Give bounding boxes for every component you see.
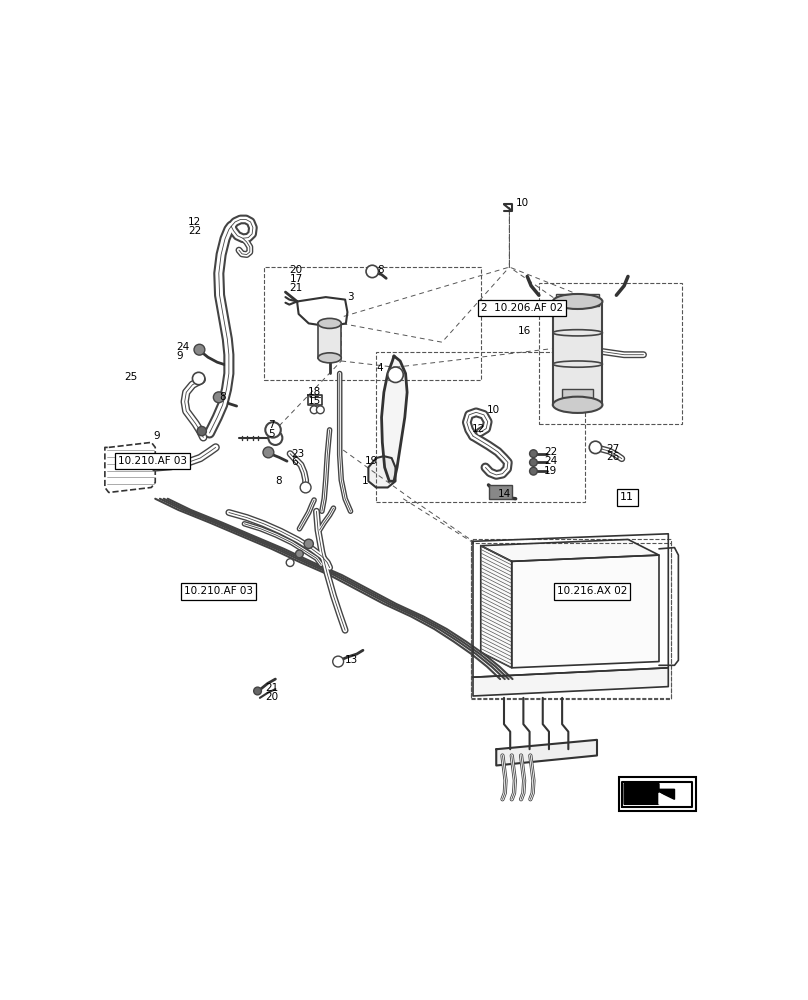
Text: 12: 12 <box>187 217 201 227</box>
Text: 6: 6 <box>291 457 297 467</box>
Text: 8: 8 <box>276 476 282 486</box>
Bar <box>539 283 682 424</box>
Ellipse shape <box>318 353 341 363</box>
Circle shape <box>296 550 303 558</box>
Bar <box>377 352 585 502</box>
Text: 7: 7 <box>268 420 275 430</box>
Circle shape <box>197 426 206 436</box>
Bar <box>263 267 481 380</box>
Polygon shape <box>624 784 675 804</box>
Text: 18: 18 <box>308 387 321 397</box>
Text: 24: 24 <box>176 342 189 352</box>
Text: 22: 22 <box>545 447 558 457</box>
Circle shape <box>194 344 205 355</box>
Circle shape <box>268 431 282 445</box>
Text: 21: 21 <box>265 683 279 693</box>
Polygon shape <box>496 740 597 765</box>
Text: 20: 20 <box>289 265 302 275</box>
Text: 8: 8 <box>377 265 385 275</box>
Circle shape <box>263 447 274 458</box>
Circle shape <box>529 467 537 475</box>
Text: 3: 3 <box>347 292 354 302</box>
Circle shape <box>589 441 602 454</box>
Circle shape <box>265 422 281 438</box>
Text: 10.210.AF 03: 10.210.AF 03 <box>184 586 253 596</box>
Bar <box>471 539 671 698</box>
Circle shape <box>254 687 262 695</box>
Ellipse shape <box>553 397 603 413</box>
Bar <box>489 485 511 499</box>
Circle shape <box>213 392 225 403</box>
Text: 10: 10 <box>516 198 528 208</box>
Text: 10.216.AX 02: 10.216.AX 02 <box>557 586 627 596</box>
Ellipse shape <box>553 294 603 309</box>
Text: 22: 22 <box>187 226 201 236</box>
Circle shape <box>310 406 318 414</box>
Text: 9: 9 <box>176 351 183 361</box>
Circle shape <box>333 656 343 667</box>
Polygon shape <box>481 539 659 561</box>
Text: 23: 23 <box>291 449 304 459</box>
Text: 11: 11 <box>621 492 634 502</box>
Text: 2  10.206.AF 02: 2 10.206.AF 02 <box>481 303 563 313</box>
Bar <box>553 301 603 405</box>
Text: 13: 13 <box>344 655 358 665</box>
Polygon shape <box>659 793 668 804</box>
Text: 1: 1 <box>362 476 368 486</box>
Circle shape <box>529 450 537 458</box>
Text: 9: 9 <box>154 431 160 441</box>
Text: 20: 20 <box>265 692 279 702</box>
Polygon shape <box>368 456 395 487</box>
Bar <box>556 294 600 306</box>
Text: 10: 10 <box>487 405 500 415</box>
Text: 25: 25 <box>124 372 137 382</box>
Circle shape <box>192 372 205 385</box>
Text: 21: 21 <box>289 283 302 293</box>
Text: 16: 16 <box>518 326 531 336</box>
Text: 12: 12 <box>471 424 485 434</box>
Bar <box>619 777 696 811</box>
Bar <box>471 543 671 699</box>
Text: 4: 4 <box>377 363 384 373</box>
Text: 10.210.AF 03: 10.210.AF 03 <box>118 456 187 466</box>
Circle shape <box>529 459 537 466</box>
Text: 17: 17 <box>289 274 302 284</box>
Circle shape <box>304 539 314 548</box>
Text: 8: 8 <box>219 392 225 402</box>
Text: 27: 27 <box>606 444 620 454</box>
Text: 24: 24 <box>545 456 558 466</box>
Text: 19: 19 <box>545 466 558 476</box>
Text: 14: 14 <box>498 489 511 499</box>
Text: 19: 19 <box>364 456 378 466</box>
Circle shape <box>301 482 311 493</box>
Polygon shape <box>473 668 668 696</box>
Circle shape <box>286 559 294 566</box>
Circle shape <box>366 265 378 278</box>
Bar <box>318 323 341 358</box>
Bar <box>562 389 593 405</box>
Circle shape <box>388 367 403 383</box>
Text: 5: 5 <box>268 429 275 439</box>
Polygon shape <box>381 356 407 481</box>
Circle shape <box>317 406 324 414</box>
Text: 26: 26 <box>606 452 620 462</box>
Ellipse shape <box>318 318 341 328</box>
Text: 15: 15 <box>308 396 321 406</box>
